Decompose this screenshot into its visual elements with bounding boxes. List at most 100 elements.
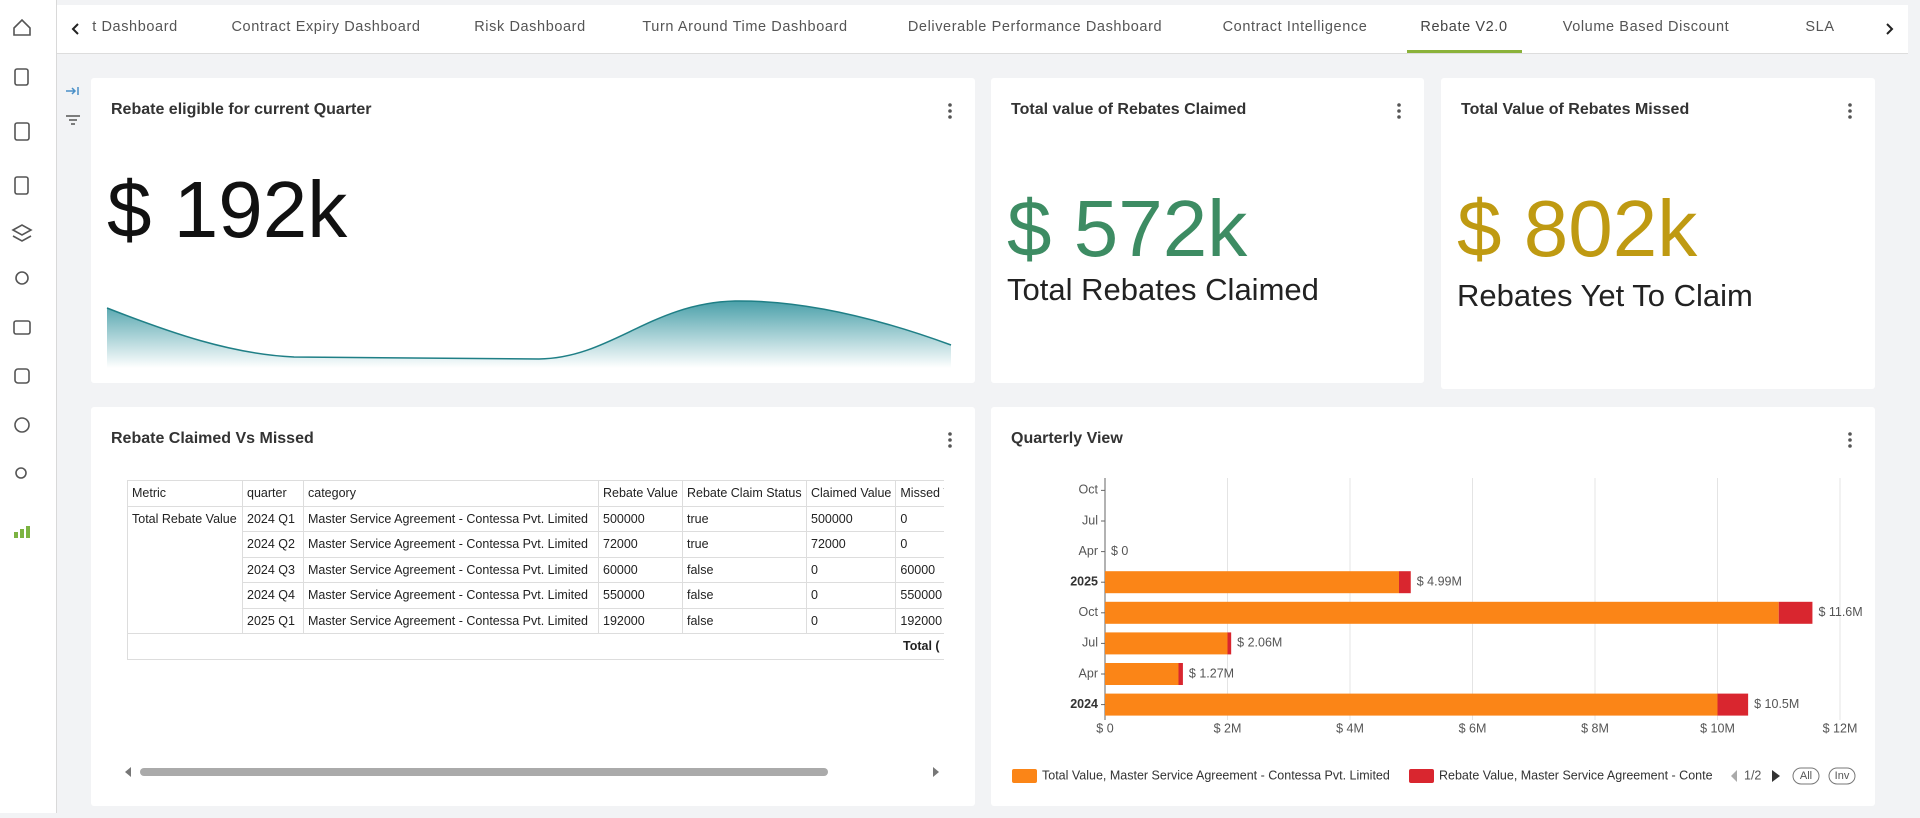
bar-segment[interactable]	[1178, 663, 1183, 685]
tab-bar: t Dashboard Contract Expiry Dashboard Risk…	[57, 5, 1908, 54]
scroll-left[interactable]	[125, 767, 131, 777]
header-cell[interactable]: quarter	[242, 480, 304, 507]
user-icon[interactable]	[15, 467, 27, 479]
legend-button[interactable]: All	[1800, 770, 1812, 782]
bar-segment[interactable]	[1399, 571, 1411, 594]
bar-segment[interactable]	[1778, 601, 1813, 624]
filter-icon[interactable]	[66, 115, 80, 125]
layers-icon[interactable]	[11, 224, 33, 242]
kpi-value: $ 192k	[107, 165, 348, 254]
tab-next[interactable]	[1886, 23, 1894, 35]
kebab-menu[interactable]	[947, 431, 953, 449]
legend-button-frame[interactable]	[1828, 767, 1856, 785]
legend-label[interactable]: Total Value, Master Service Agreement - …	[1042, 768, 1390, 782]
legend-swatch[interactable]	[1409, 769, 1434, 783]
tab[interactable]: Contract Intelligence	[1222, 19, 1368, 35]
table-cell: 2024 Q3	[242, 556, 304, 583]
stack-label: $ 10.5M	[1754, 697, 1799, 711]
legend-button-frame[interactable]	[1792, 767, 1820, 785]
bar-segment[interactable]	[1105, 632, 1228, 655]
header-cell[interactable]: Claimed Value	[805, 480, 897, 507]
tab[interactable]: SLA	[1805, 19, 1835, 35]
home-icon[interactable]	[13, 18, 31, 36]
chart-card: Quarterly View $ 0 $ 2M $ 4M $ 6M $ 8M $ 10M $…	[991, 407, 1875, 806]
kebab-dot	[948, 109, 952, 113]
table-viewport: Metric quarter category Rebate Value Rebate …	[127, 480, 944, 670]
kebab-dot	[1397, 109, 1401, 113]
tab[interactable]: Deliverable Performance Dashboard	[907, 19, 1163, 35]
kebab-menu[interactable]	[947, 102, 953, 120]
table-cell: 2025 Q1	[242, 607, 304, 634]
sparkline-area	[107, 300, 951, 368]
kebab-menu[interactable]	[1847, 431, 1853, 449]
table-card: Rebate Claimed Vs Missed Metric quarter ca…	[91, 407, 975, 806]
bar-segment[interactable]	[1105, 663, 1179, 685]
legend-swatch[interactable]	[1012, 769, 1037, 783]
header-cell[interactable]: Metric	[127, 480, 243, 507]
legend-label[interactable]: Rebate Value, Master Service Agreement -…	[1439, 768, 1713, 782]
tab[interactable]: Risk Dashboard	[474, 19, 586, 35]
legend-page: 1/2	[1744, 768, 1761, 782]
kebab-dot	[1848, 444, 1852, 448]
tab[interactable]: Contract Expiry Dashboard	[231, 19, 421, 35]
table-cell: 0	[805, 582, 897, 609]
bar-segment[interactable]	[1105, 693, 1718, 716]
kebab-dot	[948, 432, 952, 436]
y-tick-label: Apr	[1079, 544, 1098, 558]
legend-next[interactable]	[1772, 770, 1780, 782]
expand-icon[interactable]	[66, 87, 79, 95]
scroll-thumb[interactable]	[140, 768, 828, 776]
idea-icon[interactable]	[15, 271, 29, 285]
header-row: Metric quarter category Rebate Value Rebate …	[127, 480, 944, 507]
clipboard-icon[interactable]	[14, 176, 29, 195]
kpi-subtitle: Total Rebates Claimed	[1007, 272, 1319, 307]
kebab-menu[interactable]	[1396, 102, 1402, 120]
kebab-menu[interactable]	[1847, 102, 1853, 120]
kebab-dot	[948, 444, 952, 448]
table-cell: Master Service Agreement - Contessa Pvt.…	[303, 607, 599, 634]
wallet-icon[interactable]	[14, 368, 30, 384]
tab[interactable]: Turn Around Time Dashboard	[642, 19, 848, 35]
tab-prev[interactable]	[71, 23, 79, 35]
tab[interactable]: t Dashboard	[92, 19, 178, 35]
table-row: 2025 Q1 Master Service Agreement - Contes…	[128, 607, 944, 634]
docs-icon[interactable]	[14, 68, 29, 86]
scroll-right[interactable]	[933, 767, 939, 777]
header-cell[interactable]: Rebate Value	[598, 480, 683, 507]
settings-icon[interactable]	[14, 417, 30, 433]
tab[interactable]: Rebate V2.0	[1420, 19, 1508, 35]
data-table: Metric quarter category Rebate Value Rebate …	[127, 480, 944, 660]
total-row: Total (	[127, 633, 944, 660]
header-cell[interactable]: category	[303, 480, 599, 507]
total-cell: Total (	[127, 633, 944, 660]
table-row: 2024 Q2 Master Service Agreement - Contes…	[128, 531, 944, 558]
tab-arrows	[71, 23, 1894, 35]
bar-segment[interactable]	[1717, 693, 1749, 716]
sidebar	[0, 0, 57, 813]
analytics-icon[interactable]	[14, 526, 30, 538]
bar-segment[interactable]	[1227, 632, 1232, 655]
bar-segment[interactable]	[1105, 601, 1779, 624]
kebab-dot	[948, 103, 952, 107]
tab[interactable]: Volume Based Discount	[1562, 19, 1730, 35]
table-cell: false	[682, 607, 807, 634]
kebab-dot	[1848, 103, 1852, 107]
panel-tools	[66, 87, 80, 125]
bar-segment[interactable]	[1105, 571, 1399, 594]
table-cell: false	[682, 556, 807, 583]
legend-button[interactable]: Inv	[1835, 770, 1850, 782]
tasks-icon[interactable]	[14, 122, 30, 141]
stack-label: $ 4.99M	[1417, 574, 1462, 588]
table-cell: 500000	[598, 505, 683, 532]
store-icon[interactable]	[13, 320, 31, 335]
header-cell[interactable]: Rebate Claim Status	[682, 480, 807, 507]
y-tick-label: Oct	[1079, 605, 1099, 619]
kebab-dot	[1397, 103, 1401, 107]
missed-card: Total Value of Rebates Missed $ 802k Reb…	[1441, 78, 1875, 389]
x-tick-label: $ 6M	[1459, 721, 1487, 735]
table-cell: Master Service Agreement - Contessa Pvt.…	[303, 531, 599, 558]
legend-prev[interactable]	[1731, 770, 1737, 782]
y-tick-label: Jul	[1082, 636, 1098, 650]
table-row: 2024 Q4 Master Service Agreement - Contes…	[128, 582, 944, 609]
header-cell[interactable]: Missed Value	[895, 480, 944, 507]
